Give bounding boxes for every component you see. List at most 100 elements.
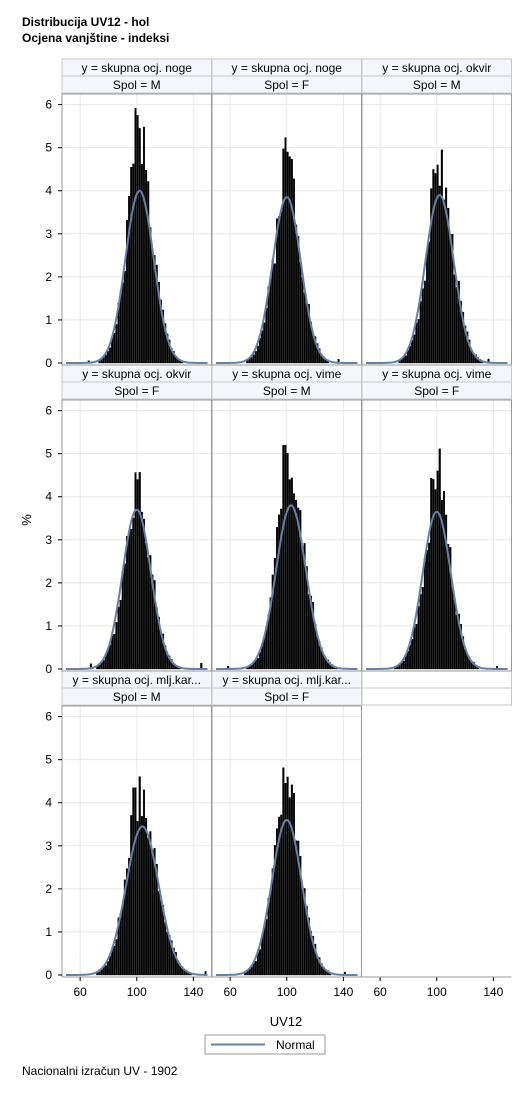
histogram-bar xyxy=(307,917,310,976)
histogram-bar xyxy=(252,354,255,364)
histogram-bar xyxy=(309,595,312,670)
histogram-bar xyxy=(423,557,426,670)
x-tick-label: 60 xyxy=(373,985,387,999)
histogram-bar xyxy=(278,514,281,670)
histogram-bar xyxy=(259,337,262,364)
histogram-panel xyxy=(211,93,362,366)
histogram-bar xyxy=(170,940,173,976)
histogram-bar xyxy=(464,325,467,364)
histogram-panel xyxy=(61,93,212,366)
x-tick-label: 100 xyxy=(427,985,447,999)
histogram-bar xyxy=(159,899,162,976)
histogram-bar xyxy=(402,660,405,670)
y-tick-label: 4 xyxy=(45,796,52,810)
histogram-bar xyxy=(440,500,443,670)
histogram-bar xyxy=(292,793,295,976)
histogram-bar xyxy=(303,543,306,670)
histogram-bar xyxy=(312,936,315,976)
x-tick-label: 60 xyxy=(223,985,237,999)
histogram-bar xyxy=(286,151,289,364)
histogram-bar xyxy=(102,660,105,670)
histogram-panel xyxy=(61,705,212,978)
histogram-bar xyxy=(449,234,452,364)
x-tick-label: 140 xyxy=(333,985,353,999)
histogram-bar xyxy=(142,518,145,670)
histogram-bar xyxy=(286,453,289,670)
histogram-bar xyxy=(292,493,295,670)
histogram-bar xyxy=(413,334,416,364)
y-tick-label: 4 xyxy=(45,184,52,198)
x-tick-label: 100 xyxy=(127,985,147,999)
histogram-bar xyxy=(138,472,141,670)
x-tick-label: 140 xyxy=(183,985,203,999)
histogram-bar xyxy=(295,224,298,364)
histogram-bar xyxy=(115,622,118,670)
histogram-bar xyxy=(136,821,139,976)
y-tick-label: 2 xyxy=(45,882,52,896)
histogram-bar xyxy=(286,776,289,976)
x-tick-label: 100 xyxy=(277,985,297,999)
histogram-bar xyxy=(451,234,454,364)
histogram-bar xyxy=(462,636,465,670)
histogram-bar xyxy=(128,531,131,670)
histogram-bar xyxy=(445,187,448,364)
panel-row-label: y = skupna ocj. okvir xyxy=(82,367,191,381)
histogram-bar xyxy=(273,557,276,670)
histogram-bar xyxy=(423,280,426,364)
legend-label: Normal xyxy=(276,1038,315,1052)
histogram-bar xyxy=(157,282,160,364)
histogram-bar xyxy=(411,639,414,670)
histogram-bar xyxy=(113,945,116,976)
histogram-bar xyxy=(455,287,458,364)
histogram-bar xyxy=(445,514,448,670)
histogram-bar xyxy=(419,593,422,670)
y-tick-label: 6 xyxy=(45,710,52,724)
histogram-bar xyxy=(449,547,452,670)
histogram-bar xyxy=(256,345,259,364)
histogram-bar xyxy=(130,166,133,364)
normal-curve xyxy=(366,510,508,670)
histogram-bar xyxy=(254,961,257,976)
histogram-bar xyxy=(119,913,122,976)
histogram-bar xyxy=(453,274,456,364)
normal-curve xyxy=(366,193,508,364)
y-tick-label: 2 xyxy=(45,270,52,284)
histogram-bar xyxy=(299,261,302,364)
empty-header-cell xyxy=(361,670,512,689)
histogram-bar xyxy=(457,280,460,364)
histogram-bar xyxy=(307,303,310,364)
histogram-bar xyxy=(109,956,112,976)
histogram-bar xyxy=(132,163,135,364)
y-tick-label: 0 xyxy=(45,356,52,370)
histogram-bar xyxy=(436,470,439,670)
histogram-bar xyxy=(123,879,126,976)
histogram-bar xyxy=(425,550,429,670)
histogram-bar xyxy=(157,890,160,976)
histogram-bar xyxy=(295,840,298,976)
histogram-bar xyxy=(271,868,274,976)
histogram-bar xyxy=(119,599,122,670)
histogram-bar xyxy=(174,951,177,976)
histogram-bar xyxy=(259,949,262,976)
histogram-bar xyxy=(147,181,150,364)
y-tick-label: 6 xyxy=(45,404,52,418)
histogram-bar xyxy=(295,500,298,670)
histogram-bar xyxy=(121,282,124,364)
histogram-bar xyxy=(145,542,148,670)
histogram-bar xyxy=(297,236,300,364)
histogram-bar xyxy=(299,510,302,670)
histogram-bar xyxy=(265,919,268,976)
histogram-bar xyxy=(147,557,150,670)
histogram-bar xyxy=(288,156,291,364)
y-tick-label: 0 xyxy=(45,968,52,982)
histogram-bar xyxy=(462,311,465,364)
histogram-bar xyxy=(280,211,283,364)
y-tick-label: 3 xyxy=(45,533,52,547)
histogram-bar xyxy=(125,220,129,364)
y-tick-label: 2 xyxy=(45,576,52,590)
y-tick-label: 6 xyxy=(45,98,52,112)
histogram-bar xyxy=(409,644,412,670)
histogram-bar xyxy=(459,624,462,670)
histogram-bar xyxy=(151,574,154,670)
